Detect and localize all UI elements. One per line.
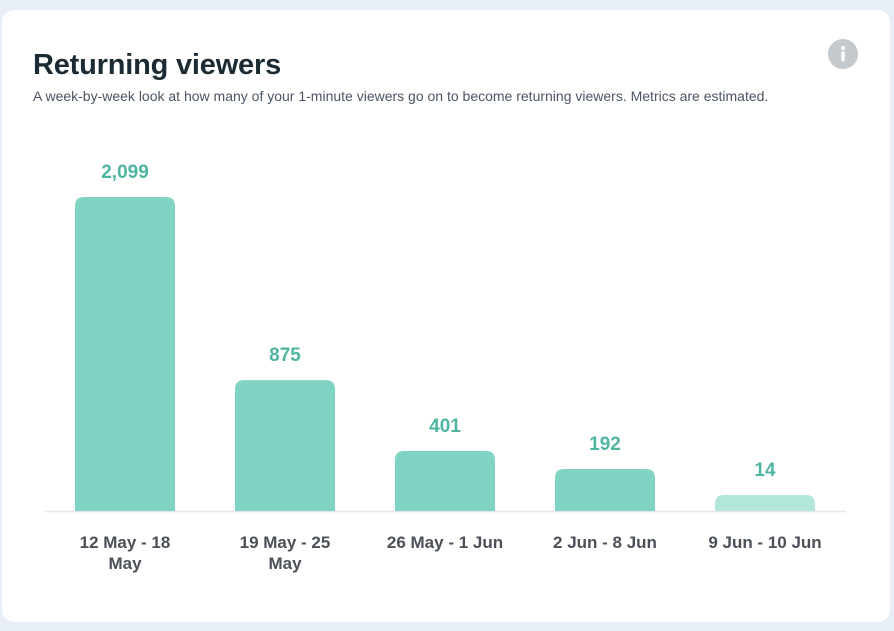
bar-4[interactable] xyxy=(555,469,655,511)
bar-value-label-4: 192 xyxy=(589,434,621,455)
bar-value-label-3: 401 xyxy=(429,416,461,437)
card-title: Returning viewers xyxy=(33,49,281,81)
info-icon[interactable] xyxy=(828,39,858,69)
category-label-1-line-2: May xyxy=(108,554,142,573)
bar-5[interactable] xyxy=(715,495,815,511)
category-label-3: 26 May - 1 Jun xyxy=(387,533,503,552)
card-subtitle: A week-by-week look at how many of your … xyxy=(33,88,769,104)
info-glyph xyxy=(840,45,846,62)
bar-value-label-1: 2,099 xyxy=(101,162,149,183)
bar-3[interactable] xyxy=(395,451,495,511)
bar-value-label-5: 14 xyxy=(754,460,776,481)
bar-value-label-2: 875 xyxy=(269,345,301,366)
bar-1[interactable] xyxy=(75,197,175,511)
category-label-2-line-2: May xyxy=(268,554,302,573)
category-label-5: 9 Jun - 10 Jun xyxy=(708,533,821,552)
category-label-2-line-1: 19 May - 25 xyxy=(240,533,331,552)
category-label-1-line-1: 12 May - 18 xyxy=(80,533,171,552)
category-label-4: 2 Jun - 8 Jun xyxy=(553,533,657,552)
bar-2[interactable] xyxy=(235,380,335,511)
